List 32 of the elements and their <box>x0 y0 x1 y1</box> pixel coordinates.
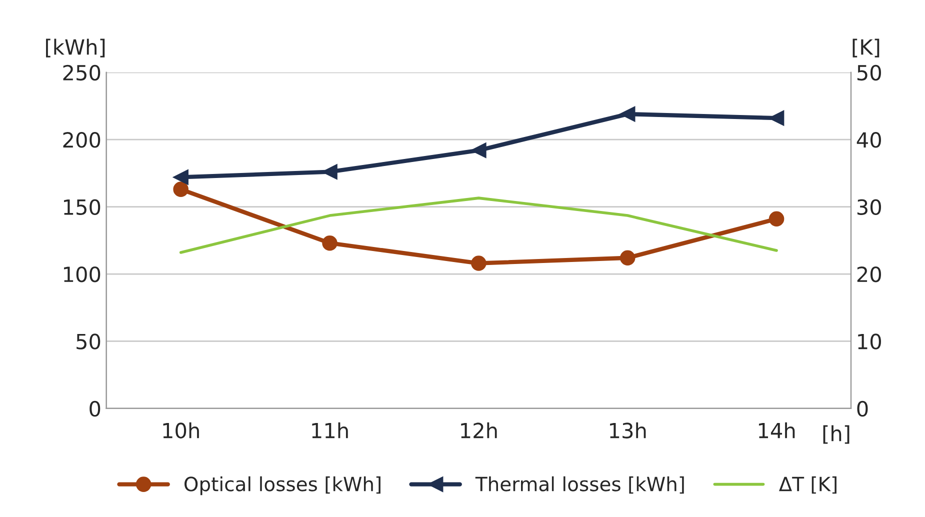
y2-tick-label: 30 <box>857 199 881 216</box>
point <box>768 211 784 227</box>
x-tick-label: 12h <box>461 422 497 438</box>
x-tick-label: 10h <box>163 422 199 438</box>
x-axis-title: [h] <box>823 425 850 444</box>
x-tick-label: 14h <box>758 422 795 438</box>
y2-tick-label: 40 <box>856 132 881 148</box>
legend-label: Optical losses [kWh] <box>184 476 380 496</box>
y2-tick-label: 20 <box>857 266 881 282</box>
line-series <box>179 196 778 254</box>
point <box>620 250 636 266</box>
legend-label: ΔT [K] <box>778 476 836 494</box>
y2-tick-label: 50 <box>857 64 881 81</box>
y-tick-label: 0 <box>90 400 100 417</box>
y-tick-label: 250 <box>63 64 100 81</box>
y-tick-label: 50 <box>76 334 100 350</box>
point <box>322 235 338 251</box>
legend-label: Thermal losses [kWh] <box>475 476 684 494</box>
x-tick-label: 11h <box>312 422 348 438</box>
point <box>620 106 636 122</box>
y2-tick-label: 0 <box>857 400 868 417</box>
y2-axis-title: [K] <box>852 38 880 58</box>
point <box>471 256 486 271</box>
point <box>471 142 486 158</box>
point <box>173 170 188 185</box>
y-axis-title: [kWh] <box>46 38 105 58</box>
y2-tick-label: 10 <box>858 334 881 350</box>
y-tick-label: 100 <box>64 266 100 282</box>
x-tick-label: 13h <box>610 422 646 438</box>
y-tick-label: 150 <box>64 199 100 216</box>
point <box>173 182 188 197</box>
y-tick-label: 200 <box>63 132 100 148</box>
